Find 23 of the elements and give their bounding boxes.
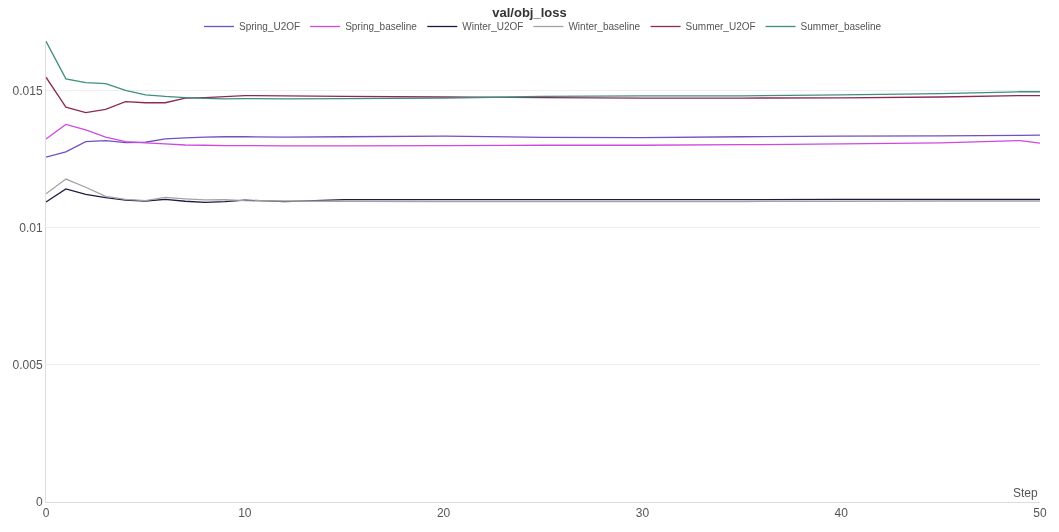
line-series [46,178,1040,203]
x-tick-label: 20 [436,506,451,521]
line-series [46,76,1040,114]
x-tick-label: 30 [635,506,650,521]
x-tick-label: 50 [1033,506,1047,521]
x-tick-label: 10 [238,506,252,521]
line-series [46,123,1040,147]
line-series [46,41,1040,100]
y-tick-label: 0 [35,495,43,510]
x-tick-label: 40 [834,506,849,521]
chart-title: val/obj_loss [492,5,567,21]
line-series [46,188,1040,203]
legend-label: Spring_U2OF [239,21,301,33]
legend-label: Winter_U2OF [462,21,524,33]
y-tick-label: 0.015 [12,83,43,98]
x-axis-title: Step [1013,486,1039,500]
legend-label: Winter_baseline [568,21,641,33]
y-tick-label: 0.01 [19,220,43,235]
y-tick-label: 0.005 [12,358,43,372]
legend-label: Summer_U2OF [685,21,756,33]
line-series [46,134,1040,158]
legend-label: Summer_baseline [800,21,882,33]
legend-label: Spring_baseline [345,21,418,33]
